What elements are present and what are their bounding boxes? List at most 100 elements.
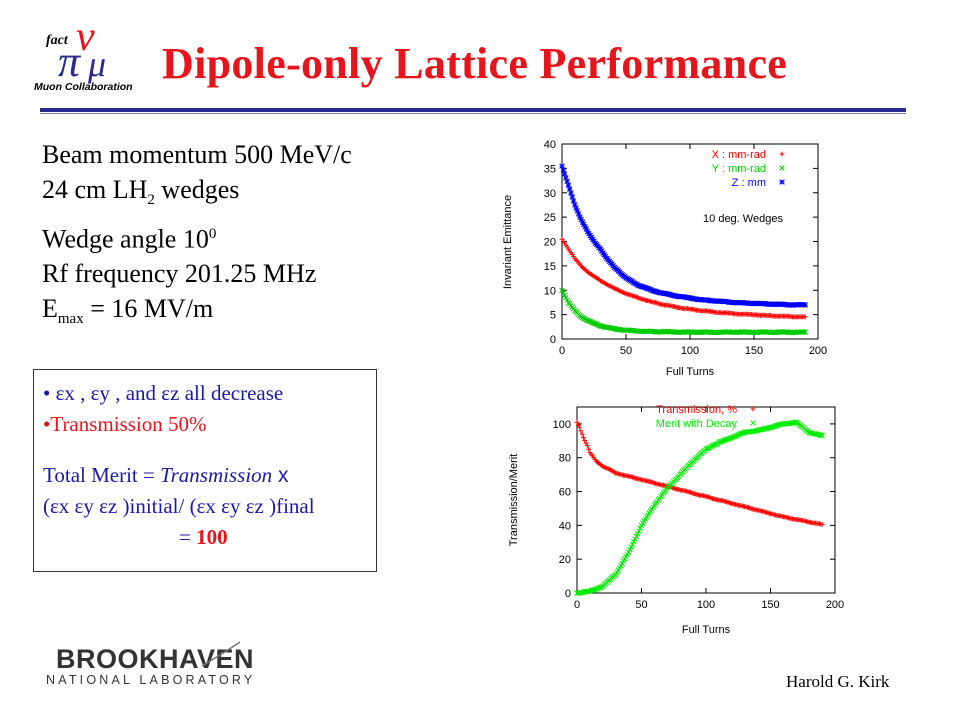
data-point xyxy=(670,292,677,299)
series-3 xyxy=(559,163,808,308)
summary-emittance: • εx , εy , and εz all decrease xyxy=(43,381,284,405)
data-point xyxy=(802,314,808,320)
data-point xyxy=(819,521,825,527)
y-tick-label: 15 xyxy=(544,261,556,273)
data-point xyxy=(560,167,567,173)
legend-marker xyxy=(779,165,785,171)
x-tick-label: 100 xyxy=(697,599,715,611)
data-point xyxy=(563,175,569,181)
logo-fact-text: fact xyxy=(46,33,69,48)
data-point xyxy=(561,171,568,177)
brookhaven-logo: BROOKHAVEN NATIONAL LABORATORY xyxy=(46,641,255,687)
y-tick-label: 35 xyxy=(544,163,556,175)
merit-formula-line1: Total Merit = Transmission x xyxy=(43,463,289,487)
data-point xyxy=(819,432,825,439)
x-tick-label: 0 xyxy=(559,345,565,357)
svg-text:μ: μ xyxy=(87,44,106,84)
data-point xyxy=(582,438,588,443)
data-point xyxy=(581,221,587,228)
data-point xyxy=(732,433,739,439)
data-point xyxy=(569,194,575,200)
data-point xyxy=(818,432,824,439)
slide-title: Dipole-only Lattice Performance xyxy=(162,39,788,88)
data-point xyxy=(631,538,637,545)
data-point xyxy=(579,219,586,225)
data-point xyxy=(693,296,700,302)
y-tick-label: 10 xyxy=(544,285,556,297)
emittance-chart: 0 50 100 150 200 0 5 10 15 20 25 30 35 40 Full Turns In… xyxy=(502,139,827,378)
y-tick-label: 20 xyxy=(559,554,571,566)
series-2 xyxy=(574,419,825,596)
x-tick-label: 150 xyxy=(745,345,763,357)
y-tick-label: 25 xyxy=(544,212,556,224)
x-tick-label: 0 xyxy=(574,599,580,611)
legend-label: Z : mm xyxy=(732,177,766,189)
x-tick-label: 50 xyxy=(620,345,632,357)
y-axis-label: Invariant Emittance xyxy=(502,195,514,289)
data-point xyxy=(577,424,582,430)
data-point xyxy=(572,202,578,208)
logo-collab-text: Muon Collaboration xyxy=(34,81,133,93)
summary-box xyxy=(33,369,377,572)
x-tick-label: 200 xyxy=(809,345,827,357)
data-point xyxy=(705,297,711,303)
transmission-merit-chart: 0 50 100 150 200 0 20 40 60 80 100 Full Turns Transm… xyxy=(508,404,844,636)
data-point xyxy=(565,182,572,188)
data-point xyxy=(579,431,585,437)
legend-label: Merit with Decay xyxy=(656,418,738,430)
merit-formula-line3: = 100 xyxy=(179,525,228,549)
data-point xyxy=(724,298,730,305)
x-tick-label: 150 xyxy=(761,599,779,611)
data-point xyxy=(633,533,640,540)
x-tick-label: 200 xyxy=(826,599,844,611)
beam-parameters: Beam momentum 500 MeV/c 24 cm LH2 wedges… xyxy=(42,138,352,337)
data-point xyxy=(581,435,586,440)
data-point xyxy=(568,190,574,196)
series-1 xyxy=(574,419,825,527)
x-tick-label: 50 xyxy=(635,599,647,611)
param-rf-frequency: Rf frequency 201.25 MHz xyxy=(42,259,317,289)
data-point xyxy=(636,528,642,534)
param-momentum: Beam momentum 500 MeV/c xyxy=(42,140,352,169)
param-wedges: 24 cm LH2 wedges xyxy=(42,174,240,208)
legend-label: Y : mm-rad xyxy=(712,163,766,175)
y-tick-label: 0 xyxy=(565,588,571,600)
svg-text:ν: ν xyxy=(76,14,95,60)
series-2 xyxy=(559,287,808,336)
y-tick-label: 30 xyxy=(544,188,556,200)
data-point xyxy=(802,302,808,308)
data-point xyxy=(573,205,579,211)
data-point xyxy=(564,178,570,185)
y-tick-label: 0 xyxy=(550,334,556,346)
legend-label: Transmission, % xyxy=(656,404,737,416)
data-point xyxy=(582,224,588,230)
data-point xyxy=(575,211,582,217)
data-point xyxy=(584,443,590,449)
title-divider xyxy=(40,108,906,112)
data-point xyxy=(715,298,721,305)
data-point xyxy=(583,440,589,446)
y-tick-label: 40 xyxy=(559,520,571,532)
logo-lab-text: NATIONAL LABORATORY xyxy=(46,673,255,687)
data-point xyxy=(629,541,636,548)
y-axis-label: Transmission/Merit xyxy=(508,454,520,547)
y-tick-label: 60 xyxy=(559,487,571,499)
x-tick-label: 100 xyxy=(681,345,699,357)
data-point xyxy=(586,446,592,452)
title-divider-thin xyxy=(40,113,906,114)
data-point xyxy=(578,216,584,223)
y-tick-label: 100 xyxy=(553,419,571,431)
param-emax: Emax = 16 MV/m xyxy=(42,293,214,328)
data-point xyxy=(578,428,584,434)
merit-formula-line2: (εx εy εz )initial/ (εx εy εz )final xyxy=(43,494,315,518)
data-point xyxy=(653,288,660,295)
data-point xyxy=(637,525,643,531)
y-tick-label: 40 xyxy=(544,139,556,151)
data-point xyxy=(559,163,565,169)
x-axis-label: Full Turns xyxy=(682,624,731,636)
chart-annotation: 10 deg. Wedges xyxy=(703,213,783,225)
data-point xyxy=(625,549,632,555)
legend-marker xyxy=(750,406,756,412)
x-axis-label: Full Turns xyxy=(666,366,715,378)
data-point xyxy=(570,198,577,204)
